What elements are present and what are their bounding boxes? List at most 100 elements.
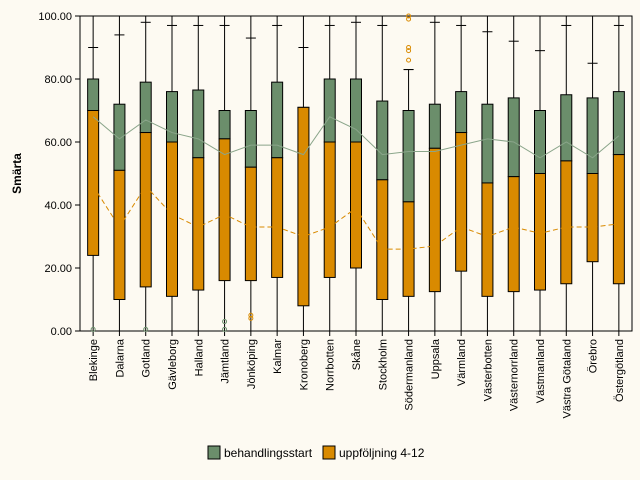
y-tick-label: 100.00	[38, 11, 72, 23]
box-uppfoljning	[87, 110, 100, 256]
box-behandlingsstart	[244, 110, 257, 168]
box-group	[139, 15, 152, 332]
legend-swatch-behandlingsstart	[207, 445, 221, 460]
outlier-uppfoljning	[406, 57, 412, 63]
y-axis-title: Smärta	[10, 153, 24, 194]
x-tick-label: Kronoberg	[298, 339, 310, 390]
box-behandlingsstart	[323, 78, 336, 143]
box-uppfoljning	[297, 106, 310, 307]
box-uppfoljning	[192, 157, 205, 291]
x-tick-label: Dalarna	[114, 338, 126, 377]
x-tick-label: Värmland	[456, 339, 468, 386]
x-tick-label: Södermanland	[404, 339, 416, 411]
mean-lines	[92, 116, 620, 250]
box-behandlingsstart	[218, 110, 231, 140]
box-behandlingsstart	[534, 110, 546, 174]
box-group	[297, 15, 310, 332]
box-uppfoljning	[481, 182, 494, 297]
x-tick-label: Örebro	[588, 339, 600, 373]
box-behandlingsstart	[612, 91, 625, 156]
box-group	[218, 15, 231, 332]
x-tick-label: Norrbotten	[325, 339, 337, 391]
x-tick-label: Västra Götaland	[561, 339, 573, 419]
x-tick-label: Västmanland	[535, 339, 547, 403]
y-axis: 0.00 20.00 40.00 60.00 80.00 100.00	[38, 11, 80, 338]
y-tick-label: 40.00	[44, 200, 72, 212]
box-uppfoljning	[139, 132, 152, 288]
box-group	[166, 15, 178, 332]
mean-line-behandlingsstart	[92, 116, 620, 159]
x-tick-label: Östergötland	[614, 339, 626, 402]
box-behandlingsstart	[428, 103, 441, 149]
y-tick-label: 80.00	[44, 74, 72, 86]
outlier-uppfoljning	[406, 48, 412, 54]
outlier-uppfoljning	[406, 16, 412, 22]
x-axis: Blekinge Dalarna Gotland Gävleborg Halland Jä…	[88, 331, 626, 419]
box-group	[192, 15, 205, 332]
box-behandlingsstart	[402, 110, 415, 203]
outlier-behandlingsstart	[90, 326, 96, 332]
box-uppfoljning	[560, 160, 573, 285]
x-tick-label: Halland	[193, 339, 205, 376]
box-behandlingsstart	[192, 89, 205, 159]
box-group	[323, 15, 336, 332]
x-tick-label: Västerbotten	[482, 339, 494, 401]
box-uppfoljning	[455, 132, 468, 272]
outlier-behandlingsstart	[143, 326, 149, 332]
legend: behandlingsstart uppföljning 4-12	[207, 445, 425, 460]
box-group	[87, 15, 100, 332]
box-group	[481, 15, 494, 332]
box-behandlingsstart	[507, 97, 520, 178]
box-behandlingsstart	[586, 97, 599, 174]
mean-line-uppfoljning	[92, 185, 619, 250]
box-group	[350, 15, 362, 332]
x-tick-label: Gotland	[141, 339, 153, 378]
outlier-uppfoljning	[248, 312, 254, 318]
x-tick-label: Jönköping	[246, 339, 258, 389]
box-uppfoljning	[323, 141, 336, 278]
legend-label-behandlingsstart: behandlingsstart	[224, 446, 313, 460]
box-uppfoljning	[612, 154, 625, 285]
box-group	[586, 15, 599, 332]
x-tick-label: Gävleborg	[167, 339, 179, 390]
box-group	[560, 15, 573, 332]
x-tick-label: Blekinge	[88, 339, 100, 381]
x-tick-label: Stockholm	[377, 339, 389, 390]
box-group	[376, 15, 389, 332]
y-tick-label: 0.00	[51, 326, 72, 338]
outlier-behandlingsstart	[222, 326, 228, 332]
box-uppfoljning	[534, 173, 546, 291]
box-uppfoljning	[244, 166, 257, 282]
box-uppfoljning	[507, 176, 520, 293]
box-behandlingsstart	[376, 100, 389, 181]
box-uppfoljning	[113, 169, 126, 300]
outlier-uppfoljning	[248, 315, 254, 321]
box-group	[428, 15, 441, 332]
legend-label-uppfoljning: uppföljning 4-12	[339, 446, 425, 460]
x-tick-label: Västernorrland	[509, 339, 521, 411]
box-behandlingsstart	[481, 103, 494, 184]
x-tick-label: Skåne	[351, 339, 363, 370]
x-tick-label: Jämtland	[220, 339, 232, 384]
box-behandlingsstart	[87, 78, 100, 111]
box-group	[455, 15, 468, 332]
box-group	[271, 15, 284, 332]
box-uppfoljning	[428, 147, 441, 293]
outlier-uppfoljning	[406, 13, 412, 19]
box-uppfoljning	[376, 179, 389, 300]
box-uppfoljning	[350, 141, 362, 269]
box-group	[507, 15, 520, 332]
x-tick-label: Kalmar	[272, 339, 284, 374]
legend-swatch-uppfoljning	[322, 445, 336, 460]
outlier-behandlingsstart	[222, 319, 228, 325]
box-group	[113, 15, 126, 332]
box-behandlingsstart	[166, 91, 178, 143]
box-behandlingsstart	[113, 103, 126, 171]
x-tick-label: Uppsala	[430, 338, 442, 379]
box-behandlingsstart	[455, 91, 468, 134]
box-uppfoljning	[586, 173, 599, 263]
box-group	[612, 15, 625, 332]
outlier-uppfoljning	[406, 45, 412, 50]
